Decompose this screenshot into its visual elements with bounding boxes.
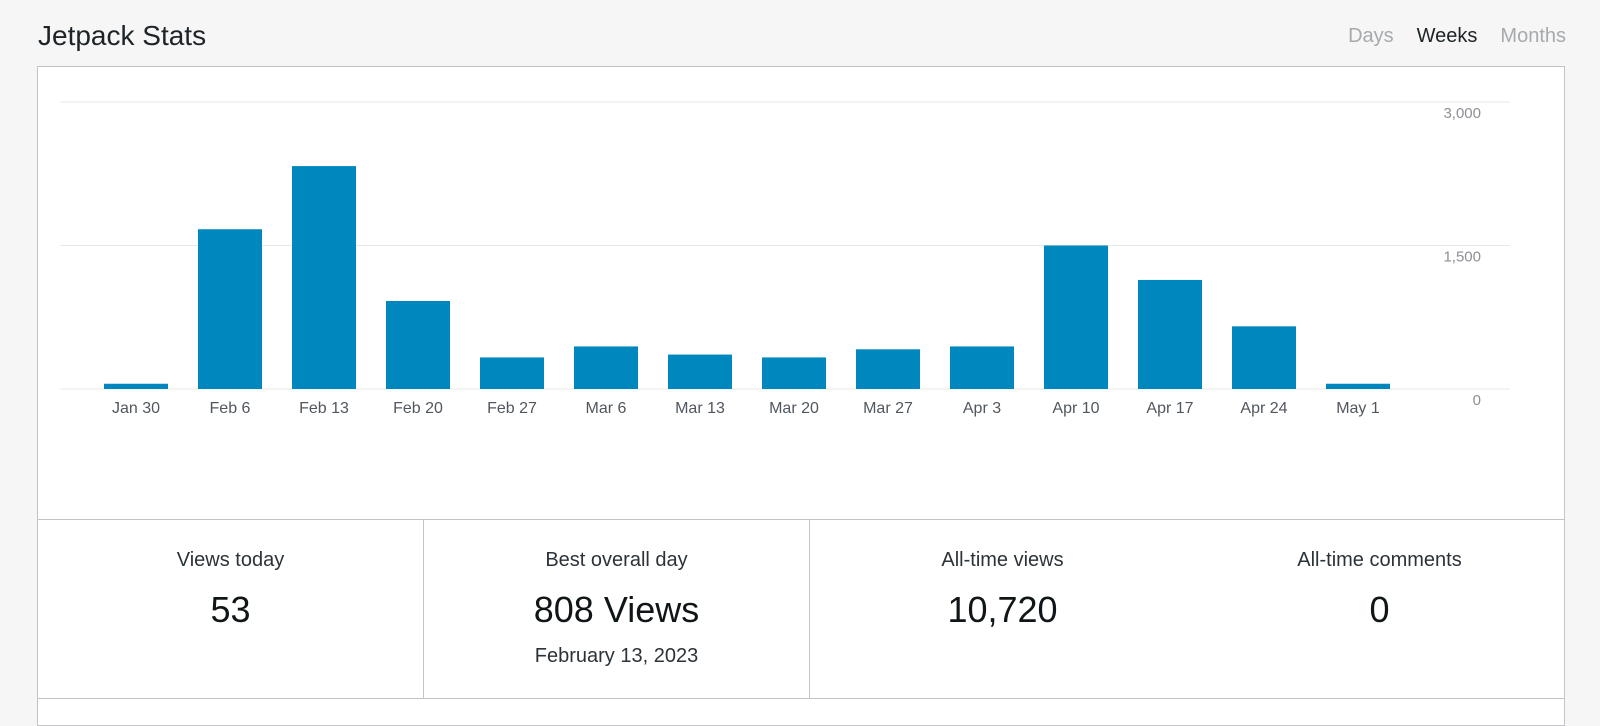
chart-bar[interactable] — [1232, 326, 1296, 389]
tab-days[interactable]: Days — [1348, 25, 1394, 47]
y-tick-label: 3,000 — [1443, 105, 1481, 122]
stat-best-day: Best overall day 808 Views February 13, … — [424, 520, 810, 698]
x-tick-label: Apr 3 — [963, 400, 1001, 417]
x-tick-label: Apr 24 — [1240, 400, 1287, 417]
y-tick-label: 1,500 — [1443, 249, 1481, 266]
x-tick-label: Mar 13 — [675, 400, 725, 417]
x-tick-label: Feb 6 — [210, 400, 251, 417]
stat-all-time-views-label: All-time views — [941, 549, 1064, 571]
stat-views-today-value: 53 — [210, 589, 251, 630]
y-tick-label: 0 — [1473, 392, 1481, 409]
stat-best-day-date: February 13, 2023 — [534, 645, 699, 667]
x-tick-label: Apr 10 — [1052, 400, 1099, 417]
chart-bar[interactable] — [1138, 279, 1202, 389]
stat-all-time-comments: All-time comments 0 — [1195, 520, 1564, 698]
stat-all-time-views-value: 10,720 — [947, 589, 1058, 630]
x-tick-label: May 1 — [1336, 400, 1380, 417]
x-tick-label: Feb 13 — [299, 400, 349, 417]
views-chart-svg: 0 1,500 3,000 Jan 30 Feb 6 Feb 13 Feb 20 Feb 27… — [60, 101, 1510, 417]
chart-bar[interactable] — [950, 346, 1014, 389]
views-chart: 0 1,500 3,000 Jan 30 Feb 6 Feb 13 Feb 20 Feb 27… — [38, 67, 1564, 519]
x-tick-label: Feb 20 — [393, 400, 443, 417]
x-tick-label: Apr 17 — [1146, 400, 1193, 417]
stats-header: Jetpack Stats Days Weeks Months — [38, 18, 1566, 58]
chart-bar[interactable] — [198, 229, 262, 389]
stats-summary: Views today 53 Best overall day 808 View… — [38, 519, 1564, 699]
chart-bar[interactable] — [292, 166, 356, 389]
chart-bar[interactable] — [856, 349, 920, 389]
tab-weeks[interactable]: Weeks — [1416, 25, 1478, 47]
chart-bar[interactable] — [762, 357, 826, 389]
stat-best-day-value: 808 Views — [533, 589, 700, 630]
chart-bar[interactable] — [1326, 383, 1390, 389]
x-tick-label: Mar 20 — [769, 400, 819, 417]
chart-bar[interactable] — [574, 346, 638, 389]
chart-bar[interactable] — [668, 354, 732, 389]
stat-all-time-comments-value: 0 — [1369, 589, 1390, 630]
stat-views-today-label: Views today — [176, 549, 285, 571]
chart-bar[interactable] — [480, 357, 544, 389]
stat-all-time-comments-label: All-time comments — [1297, 549, 1462, 571]
chart-bar[interactable] — [1044, 245, 1108, 390]
stat-all-time-views: All-time views 10,720 — [810, 520, 1195, 698]
period-tabs: Days Weeks Months — [1348, 22, 1566, 50]
stats-card: 0 1,500 3,000 Jan 30 Feb 6 Feb 13 Feb 20 Feb 27… — [37, 66, 1565, 726]
page-title: Jetpack Stats — [38, 20, 207, 51]
chart-bar[interactable] — [104, 383, 168, 389]
chart-bar[interactable] — [386, 300, 450, 389]
x-tick-label: Mar 27 — [863, 400, 913, 417]
stat-best-day-label: Best overall day — [545, 549, 688, 571]
x-tick-label: Feb 27 — [487, 400, 537, 417]
x-tick-label: Mar 6 — [586, 400, 627, 417]
stat-views-today: Views today 53 — [38, 520, 424, 698]
x-tick-label: Jan 30 — [112, 400, 160, 417]
tab-months[interactable]: Months — [1500, 25, 1566, 47]
